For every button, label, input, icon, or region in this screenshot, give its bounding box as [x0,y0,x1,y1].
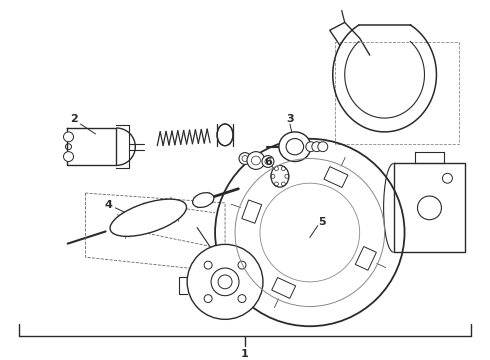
Circle shape [64,152,74,162]
Circle shape [318,142,328,152]
Text: 1: 1 [241,349,249,359]
Bar [271,278,295,298]
Text: 5: 5 [318,217,325,227]
Circle shape [64,132,74,142]
Text: 3: 3 [286,114,294,124]
Polygon shape [393,163,466,252]
Circle shape [312,142,322,152]
Text: 2: 2 [71,114,78,124]
Circle shape [247,152,265,170]
Text: 4: 4 [104,200,112,210]
Circle shape [262,156,274,167]
Circle shape [442,173,452,183]
Bar [242,200,262,223]
Ellipse shape [279,132,311,162]
Circle shape [239,153,251,165]
Ellipse shape [217,124,233,146]
Polygon shape [67,128,116,166]
Ellipse shape [271,166,289,187]
Ellipse shape [193,193,214,207]
Circle shape [187,244,263,319]
Text: 6: 6 [264,157,272,167]
Circle shape [306,142,316,152]
Ellipse shape [110,199,187,237]
Bar [355,247,376,270]
Bar [324,167,348,188]
